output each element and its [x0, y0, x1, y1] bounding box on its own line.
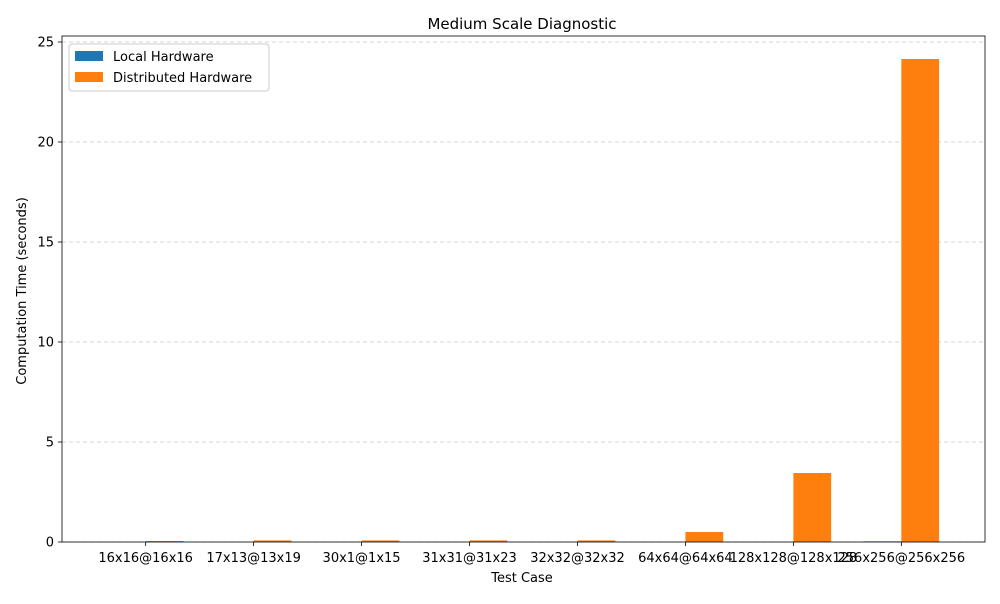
bar-distributed-5	[685, 532, 724, 542]
y-tick-label: 25	[37, 36, 54, 51]
y-tick-label: 0	[46, 536, 54, 551]
bar-distributed-0	[145, 541, 184, 542]
y-tick-label: 15	[37, 236, 54, 251]
bar-distributed-3	[469, 540, 508, 542]
x-tick-label: 64x64@64x64	[638, 551, 733, 566]
bar-distributed-4	[577, 540, 616, 542]
bar-distributed-1	[253, 540, 292, 542]
legend-label-distributed: Distributed Hardware	[113, 71, 252, 86]
x-axis-label: Test Case	[490, 571, 553, 586]
legend: Local Hardware Distributed Hardware	[68, 43, 270, 92]
legend-swatch-distributed	[75, 72, 103, 82]
y-axis-ticks: 0 5 10 15 20 25	[37, 36, 62, 551]
x-tick-label: 31x31@31x23	[422, 551, 517, 566]
legend-label-local: Local Hardware	[113, 50, 214, 65]
x-axis-ticks: 16x16@16x16 17x13@13x19 30x1@1x15 31x31@31x…	[98, 542, 965, 566]
legend-frame	[68, 43, 270, 92]
bars	[145, 59, 940, 542]
x-tick-label: 17x13@13x19	[206, 551, 301, 566]
x-tick-label: 16x16@16x16	[98, 551, 193, 566]
x-tick-label: 30x1@1x15	[323, 551, 401, 566]
y-tick-label: 5	[46, 436, 54, 451]
chart-title: Medium Scale Diagnostic	[427, 15, 616, 33]
bar-distributed-7	[901, 59, 940, 542]
x-tick-label: 128x128@128x128	[730, 551, 858, 566]
y-axis-label: Computation Time (seconds)	[15, 197, 30, 385]
x-tick-label: 256x256@256x256	[838, 551, 966, 566]
bar-distributed-2	[361, 540, 400, 542]
bar-distributed-6	[793, 473, 832, 542]
y-tick-label: 10	[37, 336, 54, 351]
legend-swatch-local	[75, 51, 103, 61]
x-tick-label: 32x32@32x32	[530, 551, 625, 566]
y-tick-label: 20	[37, 136, 54, 151]
plot-frame	[61, 35, 986, 543]
